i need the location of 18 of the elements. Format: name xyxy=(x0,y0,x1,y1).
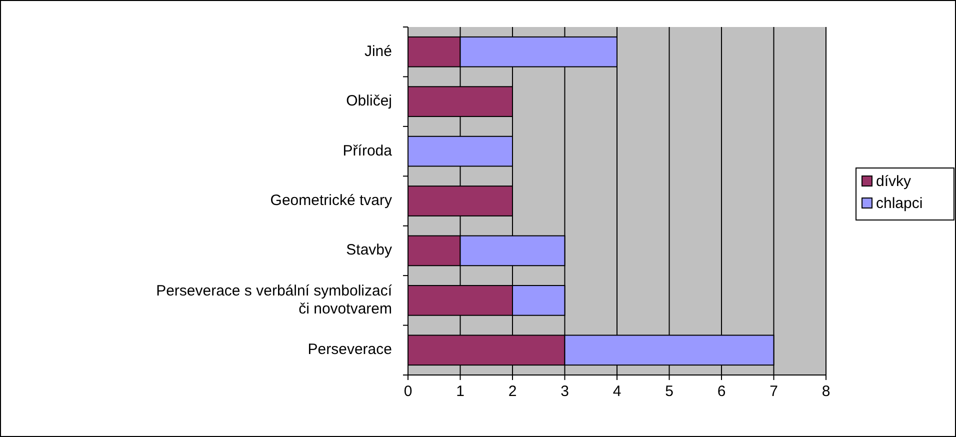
y-tick-label: Příroda xyxy=(342,142,393,160)
x-tick-label: 7 xyxy=(770,383,778,400)
y-tick-label: Geometrické tvary xyxy=(270,192,392,209)
y-tick-label: Obličej xyxy=(346,92,392,110)
x-tick-label: 1 xyxy=(456,383,464,400)
x-tick-label: 8 xyxy=(822,383,830,400)
x-tick-label: 2 xyxy=(508,383,517,400)
x-tick-label: 4 xyxy=(612,383,622,400)
y-tick-label: Perseverace xyxy=(308,341,392,358)
x-tick-label: 3 xyxy=(560,383,569,400)
x-tick-label: 5 xyxy=(665,383,674,400)
x-tick-label: 6 xyxy=(717,383,726,400)
x-tick-label: 0 xyxy=(404,383,412,400)
legend-label: dívky xyxy=(876,173,912,190)
legend-label: chlapci xyxy=(876,195,923,212)
y-tick-label: Jiné xyxy=(364,42,392,60)
y-tick-label: Stavby xyxy=(346,242,392,259)
y-tick-label: Perseverace s verbální symbolizací či novotvarem xyxy=(156,282,393,318)
